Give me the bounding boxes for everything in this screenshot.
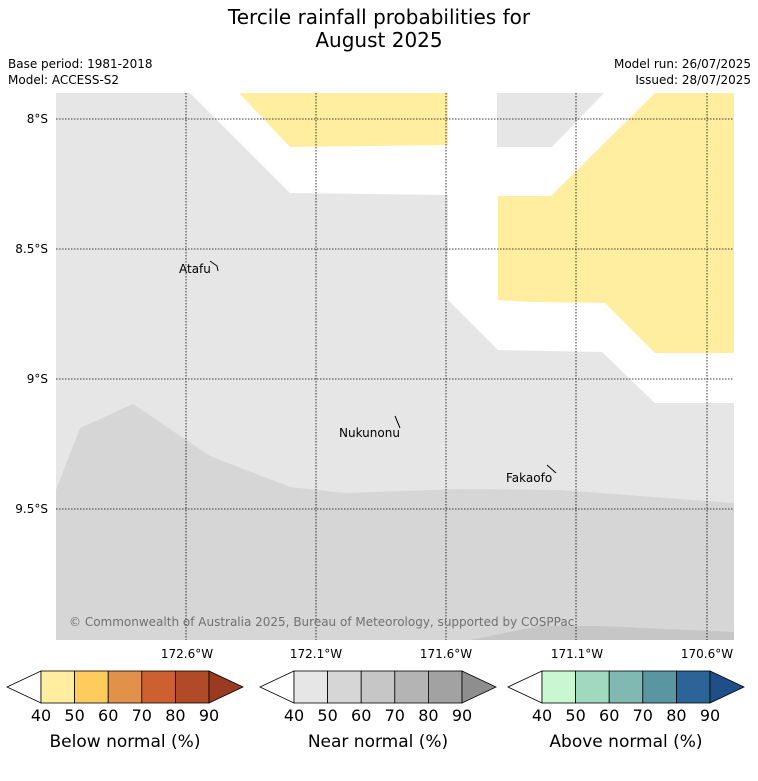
colorbar-legends: 40 50 60 70 80 90 Below normal (%) 40 50 60 70 80 90…: [6, 670, 745, 752]
colorbar-tick-label: 90: [199, 706, 219, 725]
base-period-text: Base period: 1981-2018: [8, 57, 153, 71]
map-area: Atafu Nukunonu Fakaofo © Commonwealth of…: [56, 93, 734, 640]
colorbar-tick-label: 90: [452, 706, 472, 725]
colorbar-tick-label: 40: [532, 706, 552, 725]
place-label-nukunonu: Nukunonu: [339, 426, 400, 440]
colorbar-tick-label: 60: [351, 706, 371, 725]
gridlines: [56, 93, 734, 640]
colorbar-tick-label: 60: [98, 706, 118, 725]
colorbar-tick-label: 40: [284, 706, 304, 725]
copyright-text: © Commonwealth of Australia 2025, Bureau…: [69, 615, 574, 629]
lat-tick-label: 8°S: [27, 112, 48, 126]
map-title-line1: Tercile rainfall probabilities for: [227, 5, 531, 29]
place-label-fakaofo: Fakaofo: [506, 471, 552, 485]
colorbar-tick-label: 50: [565, 706, 585, 725]
colorbar-swatch: [575, 670, 610, 704]
near-normal-50-60-region: [56, 404, 734, 640]
fakaofo-island-outline: [546, 464, 557, 474]
colorbar-swatch: [427, 670, 463, 704]
near-normal-40-50-region-north: [497, 93, 604, 147]
atafu-island-outline: [209, 260, 219, 272]
map-title-line2: August 2025: [315, 28, 443, 52]
colorbar-tick-label: 70: [633, 706, 653, 725]
lat-tick-label: 8.5°S: [15, 242, 48, 256]
colorbar-swatch: [74, 670, 109, 704]
colorbar-tick-label: 90: [700, 706, 720, 725]
colorbar-swatch: [174, 670, 210, 704]
below-normal-40-50-region-north: [239, 93, 448, 147]
colorbar-swatch: [327, 670, 362, 704]
colorbar-swatch: [642, 670, 677, 704]
colorbar-title: Below normal (%): [50, 732, 201, 752]
issued-text: Issued: 28/07/2025: [635, 73, 751, 87]
colorbar-extend-low: [507, 670, 543, 704]
colorbar-title: Near normal (%): [308, 732, 448, 752]
colorbar-swatch: [608, 670, 644, 704]
colorbar-swatch: [141, 670, 176, 704]
model-text: Model: ACCESS-S2: [8, 73, 120, 87]
colorbar-extend-low: [259, 670, 295, 704]
lon-tick-label: 171.1°W: [551, 647, 603, 661]
colorbar-extend-low: [6, 670, 42, 704]
colorbar-tick-label: 80: [666, 706, 686, 725]
colorbar-tick-label: 80: [418, 706, 438, 725]
colorbar-tick-label: 50: [317, 706, 337, 725]
lon-tick-labels: 172.6°W 172.1°W 171.6°W 171.1°W 170.6°W: [161, 647, 733, 661]
lon-tick-label: 170.6°W: [681, 647, 733, 661]
lon-tick-label: 172.1°W: [290, 647, 342, 661]
near-normal-60-70-region: [470, 626, 734, 640]
lat-tick-labels: 8°S 8.5°S 9°S 9.5°S: [15, 112, 48, 516]
colorbar-swatch: [541, 670, 576, 704]
colorbar-tick-label: 40: [31, 706, 51, 725]
model-run-text: Model run: 26/07/2025: [613, 57, 751, 71]
colorbar-tick-label: 70: [132, 706, 152, 725]
colorbar-extend-high: [709, 670, 745, 704]
colorbar-swatch: [107, 670, 143, 704]
place-label-atafu: Atafu: [179, 262, 211, 276]
colorbar-tick-label: 70: [385, 706, 405, 725]
colorbar-swatch: [360, 670, 396, 704]
colorbar-swatch: [293, 670, 328, 704]
below-normal-40-50-region-east: [498, 93, 734, 353]
colorbar-swatch: [394, 670, 429, 704]
lon-tick-label: 172.6°W: [161, 647, 213, 661]
colorbar-3: 40 50 60 70 80 90 Above normal (%): [507, 670, 745, 752]
colorbar-swatch: [40, 670, 75, 704]
colorbar-title: Above normal (%): [549, 732, 702, 752]
nukunonu-island-outline: [394, 415, 401, 429]
lat-tick-label: 9.5°S: [15, 502, 48, 516]
colorbar-swatch: [676, 670, 711, 704]
colorbar-tick-label: 50: [64, 706, 84, 725]
colorbar-1: 40 50 60 70 80 90 Below normal (%): [6, 670, 244, 752]
colorbar-tick-label: 60: [599, 706, 619, 725]
colorbar-tick-label: 80: [165, 706, 185, 725]
colorbar-extend-high: [461, 670, 497, 704]
colorbar-extend-high: [208, 670, 244, 704]
lat-tick-label: 9°S: [27, 372, 48, 386]
lon-tick-label: 171.6°W: [420, 647, 472, 661]
